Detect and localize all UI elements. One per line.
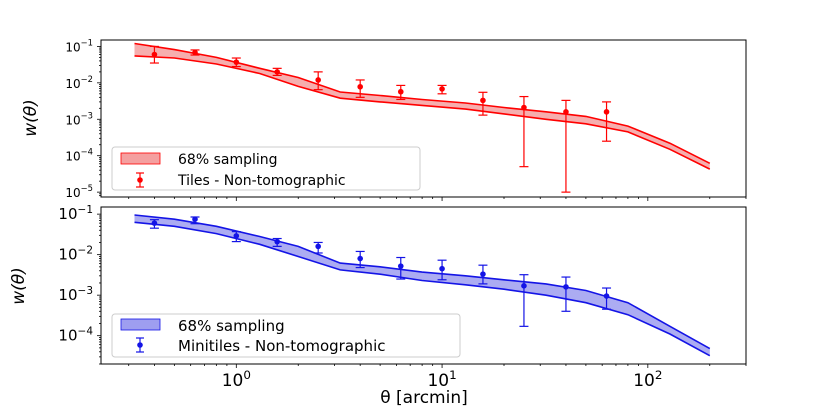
data-point [149,219,159,229]
data-point [149,45,159,64]
top-legend-errorbar-swatch [136,172,144,188]
data-point [519,95,529,168]
point-marker [603,293,610,299]
data-point [561,276,571,312]
panel-top: 10−1 10−2 10−3 10−4 10−5 w(θ) 68% sampling T… [21,37,747,201]
bottom-sampling-band [134,214,711,357]
point-marker [192,216,198,222]
y-tick-label: 10−3 [65,110,93,127]
point-marker [233,59,240,65]
bottom-legend-points-label: Minitiles - Non-tomographic [178,337,385,355]
data-point [396,256,406,280]
bottom-legend: 68% sampling Minitiles - Non-tomographic [111,313,461,358]
top-legend: 68% sampling Tiles - Non-tomographic [111,146,421,191]
panel-bottom: 10−1 10−2 10−3 10−4 100 101 102 w(θ) θ [arcmi… [9,204,747,408]
data-point [231,57,241,68]
y-tick-label: 10−4 [58,326,93,345]
point-marker [315,243,321,250]
data-point [272,67,282,77]
data-point [313,71,323,91]
point-marker [603,109,610,115]
point-marker [315,77,321,83]
x-tick-label: 101 [427,368,456,391]
bottom-data-points [149,216,612,327]
data-point [602,101,612,142]
point-marker [480,97,486,104]
point-marker [397,88,404,95]
data-point [396,84,406,101]
data-point [313,241,323,254]
point-marker [521,283,527,289]
data-point [561,99,571,193]
top-legend-band-swatch [120,152,161,165]
y-tick-label: 10−5 [65,183,93,200]
top-y-axis-label: w(θ) [21,99,41,137]
band-lower-edge [134,221,711,357]
y-tick-label: 10−2 [58,245,93,264]
data-point [355,250,365,269]
x-axis-label: θ [arcmin] [380,388,468,408]
top-data-points [149,45,612,193]
bottom-axes-frame [100,206,747,365]
point-marker [274,69,280,75]
point-marker [274,238,280,245]
top-y-ticks: 10−1 10−2 10−3 10−4 10−5 [65,37,101,200]
data-point [190,216,200,225]
point-marker [439,86,445,92]
point-marker [357,255,363,262]
band-upper-edge [134,214,711,350]
y-tick-label: 10−1 [65,37,93,54]
point-marker [563,284,569,290]
data-point [478,264,488,285]
y-tick-label: 10−4 [65,147,93,164]
point-marker [521,104,527,111]
data-point [231,231,241,243]
point-marker [439,265,445,272]
bottom-x-ticks: 100 101 102 [128,364,747,391]
data-point [437,84,447,95]
bottom-legend-errorbar-swatch [136,337,144,353]
band-upper-edge [134,42,711,165]
legend-point-marker [137,342,143,348]
y-tick-label: 10−1 [58,204,93,223]
bottom-y-ticks: 10−1 10−2 10−3 10−4 [58,204,101,365]
data-point [602,287,612,310]
legend-point-marker [137,177,143,183]
y-tick-label: 10−3 [58,285,93,304]
data-point [355,79,365,98]
data-point [437,259,447,281]
point-marker [192,49,198,56]
point-marker [397,263,404,269]
top-x-ticks [128,197,747,201]
band-lower-edge [134,55,711,170]
top-legend-band-label: 68% sampling [178,152,278,168]
point-marker [357,83,363,90]
top-legend-box [111,146,421,191]
top-legend-points-label: Tiles - Non-tomographic [177,173,346,189]
bottom-legend-band-swatch [120,318,161,331]
y-tick-label: 10−2 [65,74,93,91]
data-point [519,274,529,327]
bottom-y-axis-label: w(θ) [9,267,29,305]
x-tick-label: 100 [222,368,251,391]
data-point [478,91,488,116]
top-axes-frame [100,39,747,198]
point-marker [151,220,158,226]
x-tick-label: 102 [633,368,662,391]
bottom-legend-band-label: 68% sampling [178,317,285,335]
data-point [190,49,200,56]
point-marker [480,271,486,277]
point-marker [233,233,240,239]
point-marker [151,51,158,58]
bottom-legend-box [111,313,461,358]
data-point [272,237,282,247]
point-marker [563,109,569,115]
